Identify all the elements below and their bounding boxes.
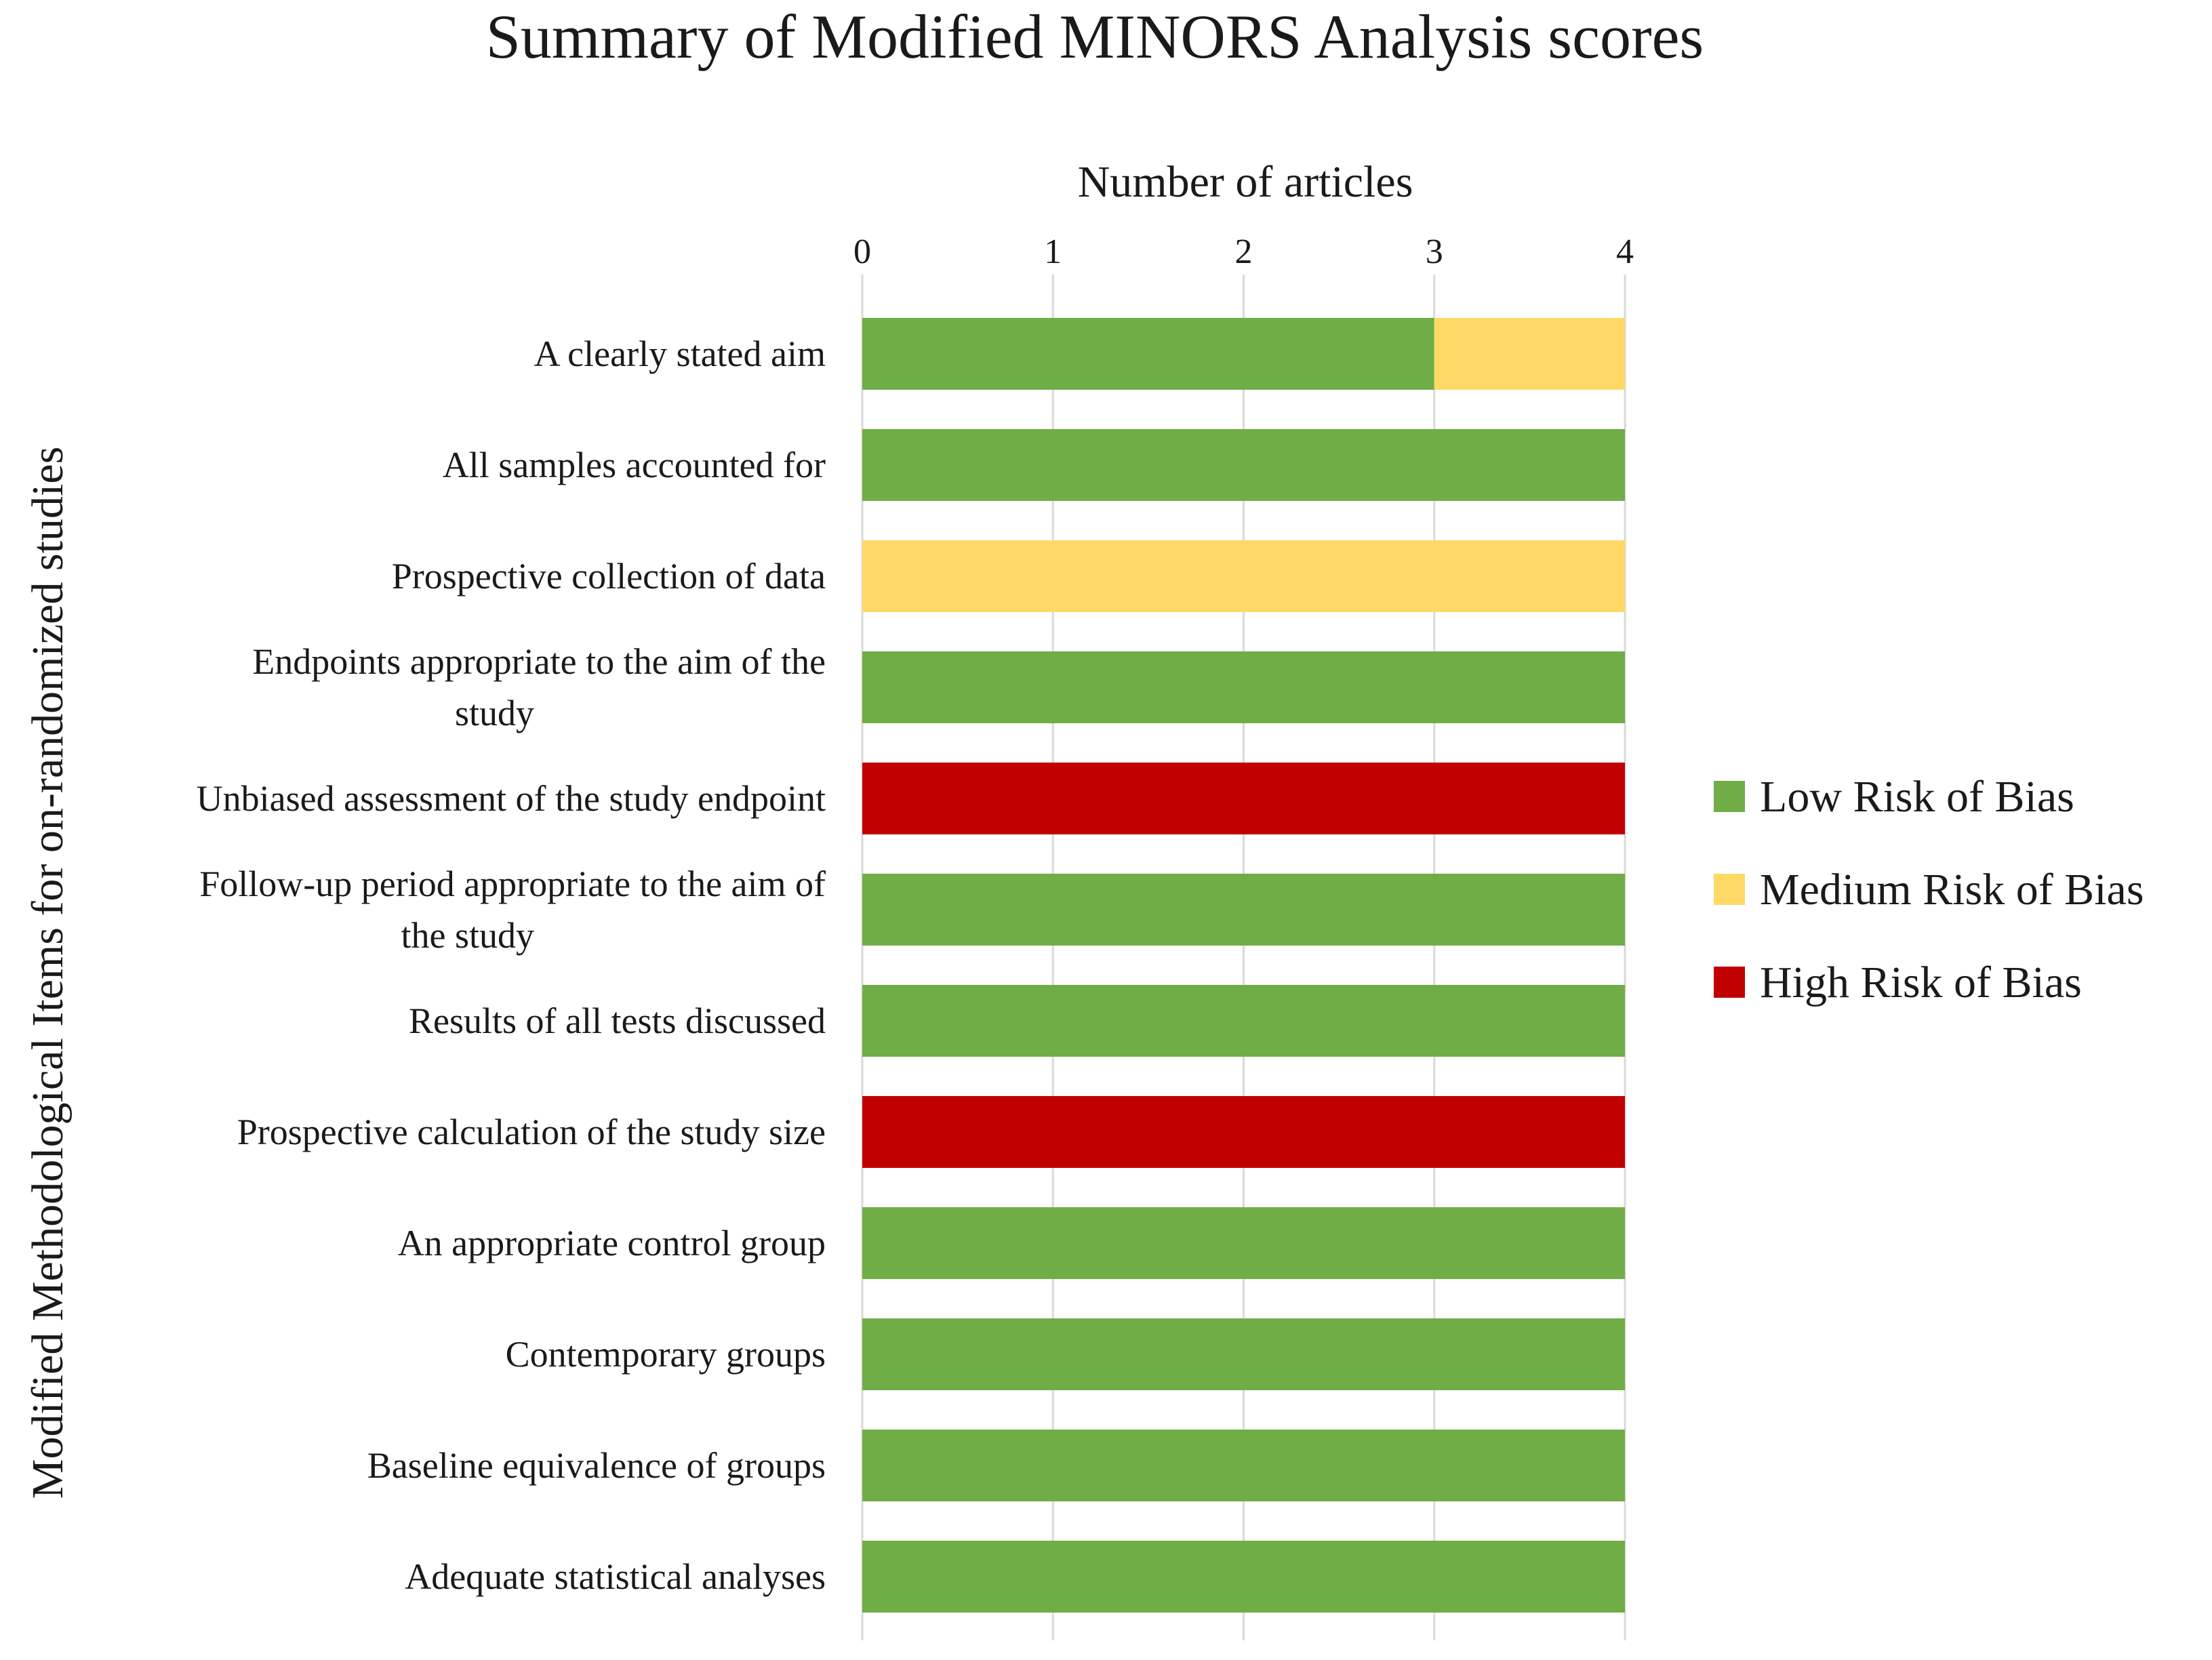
bar-segment [862,429,1625,501]
gridlines [861,275,1626,1640]
category-label: Results of all tests discussed [409,1000,826,1041]
bar-segment [862,1541,1625,1613]
category-label-line: Contemporary groups [506,1334,826,1375]
category-label-line: the study [401,915,535,956]
category-labels: A clearly stated aim All samples accounte… [197,333,826,1597]
bar-segment [862,1207,1625,1279]
legend-item: Medium Risk of Bias [1714,865,2144,914]
legend-item: Low Risk of Bias [1714,772,2074,822]
category-label-line: Follow-up period appropriate to the aim … [199,864,826,904]
x-tick-labels: 0 1 2 3 4 [853,232,1634,271]
category-label: Contemporary groups [506,1334,826,1375]
bar-segment [862,985,1625,1057]
category-label-line: Prospective collection of data [392,556,826,596]
category-label: Prospective collection of data [392,556,826,596]
bar-segment [862,763,1625,834]
category-label: Endpoints appropriate to the aim of the s… [252,641,826,733]
bar-segment [862,1318,1625,1390]
legend: Low Risk of Bias Medium Risk of Bias High … [1714,772,2144,1007]
category-label-line: study [455,693,534,733]
legend-swatch [1714,874,1745,905]
x-tick-label: 2 [1235,232,1253,271]
bar-segment [1434,318,1625,390]
legend-label: Medium Risk of Bias [1760,865,2144,914]
chart-title: Summary of Modified MINORS Analysis scor… [486,2,1704,71]
x-tick-label: 1 [1044,232,1062,271]
legend-item: High Risk of Bias [1714,958,2082,1007]
x-tick-label: 3 [1426,232,1443,271]
bar-segment [862,318,1434,390]
legend-label: High Risk of Bias [1760,958,2082,1007]
category-label-line: Endpoints appropriate to the aim of the [252,641,826,682]
category-label: Prospective calculation of the study siz… [237,1112,826,1152]
legend-swatch [1714,781,1745,812]
bar-segment [862,540,1625,612]
category-label-line: Results of all tests discussed [409,1000,826,1041]
category-label-line: Unbiased assessment of the study endpoin… [197,778,826,819]
category-label: All samples accounted for [443,445,826,485]
category-label-line: Baseline equivalence of groups [367,1445,826,1486]
category-label-line: All samples accounted for [443,445,826,485]
legend-swatch [1714,967,1745,998]
bars [862,318,1625,1613]
bar-segment [862,874,1625,946]
x-tick-label: 4 [1616,232,1634,271]
legend-label: Low Risk of Bias [1760,772,2074,822]
bar-segment [862,1430,1625,1501]
bar-segment [862,1096,1625,1168]
bar-segment [862,651,1625,723]
y-axis-title: Modified Methodological Items for on-ran… [23,447,73,1499]
category-label: An appropriate control group [398,1223,826,1263]
category-label: Follow-up period appropriate to the aim … [199,864,826,956]
category-label-line: Adequate statistical analyses [405,1556,826,1597]
x-axis-title: Number of articles [1078,157,1413,207]
category-label-line: Prospective calculation of the study siz… [237,1112,826,1152]
category-label: A clearly stated aim [534,333,826,374]
category-label-line: An appropriate control group [398,1223,826,1263]
category-label: Unbiased assessment of the study endpoin… [197,778,826,819]
category-label: Baseline equivalence of groups [367,1445,826,1486]
category-label-line: A clearly stated aim [534,333,826,374]
category-label: Adequate statistical analyses [405,1556,826,1597]
x-tick-label: 0 [853,232,871,271]
